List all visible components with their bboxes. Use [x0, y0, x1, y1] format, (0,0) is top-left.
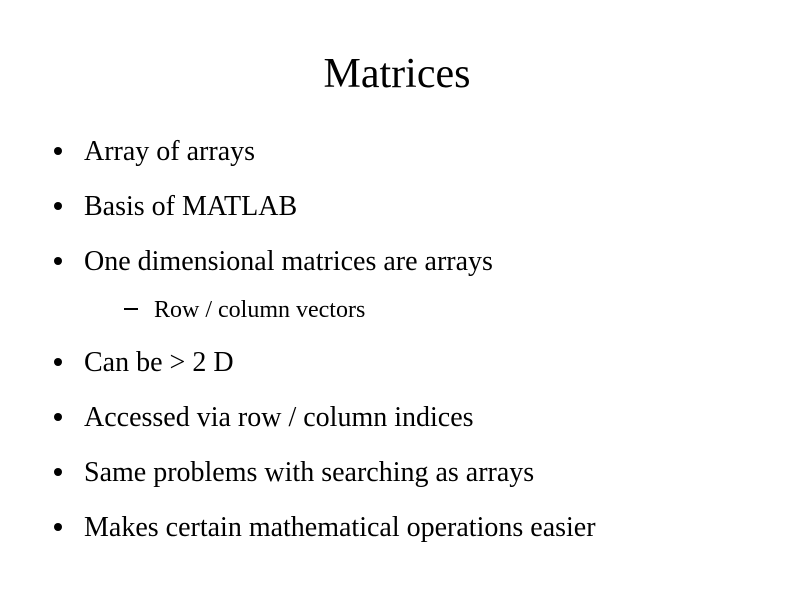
sub-list-item: Row / column vectors — [124, 295, 754, 325]
list-item: Basis of MATLAB — [48, 189, 754, 224]
list-item-text: Basis of MATLAB — [84, 191, 297, 222]
list-item-text: Same problems with searching as arrays — [84, 457, 534, 488]
list-item: Array of arrays — [48, 134, 754, 169]
list-item: Makes certain mathematical operations ea… — [48, 510, 754, 545]
list-item: Accessed via row / column indices — [48, 400, 754, 435]
slide-title: Matrices — [40, 50, 754, 98]
sub-list-item-text: Row / column vectors — [154, 297, 365, 323]
sub-bullet-list: Row / column vectors — [84, 295, 754, 325]
list-item-text: Makes certain mathematical operations ea… — [84, 512, 596, 543]
list-item-text: Can be > 2 D — [84, 347, 234, 378]
list-item: Can be > 2 D — [48, 345, 754, 380]
list-item-text: One dimensional matrices are arrays — [84, 246, 493, 277]
list-item-text: Accessed via row / column indices — [84, 402, 474, 433]
bullet-list: Array of arrays Basis of MATLAB One dime… — [40, 134, 754, 545]
list-item: One dimensional matrices are arrays Row … — [48, 244, 754, 325]
slide: Matrices Array of arrays Basis of MATLAB… — [0, 0, 794, 595]
list-item: Same problems with searching as arrays — [48, 455, 754, 490]
list-item-text: Array of arrays — [84, 136, 255, 167]
